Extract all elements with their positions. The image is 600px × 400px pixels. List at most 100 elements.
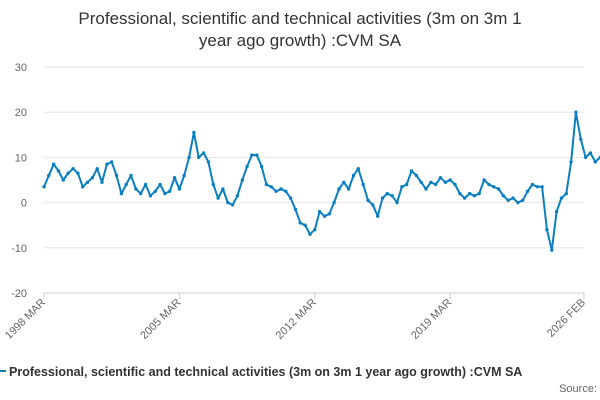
y-tick-label: 0 [21, 198, 27, 210]
y-axis: 30 20 10 0 -10 -20 [11, 62, 27, 300]
data-point [405, 182, 409, 187]
data-point [516, 200, 520, 205]
data-point [81, 185, 85, 189]
data-point [124, 182, 128, 187]
data-point [525, 189, 530, 193]
data-point [221, 187, 225, 191]
data-point [197, 155, 201, 160]
data-point [250, 153, 254, 157]
data-point [163, 191, 167, 196]
data-point [569, 160, 573, 164]
data-point [216, 196, 220, 200]
data-point [453, 182, 457, 187]
data-point [317, 209, 322, 214]
data-point [134, 187, 138, 191]
data-point [400, 185, 404, 189]
data-point [129, 173, 133, 178]
data-point [564, 191, 568, 196]
data-point [593, 160, 597, 164]
y-tick-label: 20 [15, 107, 27, 119]
data-point [148, 194, 153, 198]
data-point [153, 189, 157, 193]
x-tick-label: 2005 MAR [138, 297, 183, 342]
data-point [458, 191, 462, 196]
data-point [235, 194, 240, 198]
data-point [501, 194, 506, 198]
data-point [206, 160, 211, 164]
data-point [269, 185, 273, 189]
data-point [168, 189, 172, 193]
data-point [351, 173, 356, 178]
data-point [298, 221, 302, 225]
data-point [496, 187, 501, 191]
data-point [477, 191, 481, 196]
data-point [356, 167, 360, 171]
data-point [71, 167, 75, 171]
chart-title-line-2: year ago growth) :CVM SA [199, 31, 402, 50]
chart-title-line-1: Professional, scientific and technical a… [78, 9, 521, 28]
data-point [264, 182, 269, 187]
data-point [583, 155, 588, 160]
data-point [487, 182, 491, 187]
data-point [255, 153, 259, 157]
data-point [52, 162, 56, 166]
data-point [429, 180, 433, 184]
data-point [245, 164, 249, 169]
data-point [434, 182, 438, 187]
data-point [438, 176, 443, 180]
data-point [308, 232, 312, 236]
data-point [540, 185, 544, 189]
data-point [61, 178, 65, 182]
data-point [172, 176, 177, 180]
data-point [42, 185, 46, 189]
data-point [361, 182, 365, 187]
data-point [366, 198, 370, 202]
data-point [313, 228, 317, 232]
data-point [347, 187, 351, 191]
data-point [240, 178, 244, 182]
data-point [530, 182, 535, 187]
data-point [424, 187, 428, 191]
data-point [230, 203, 235, 207]
data-point [177, 187, 182, 191]
data-point [467, 191, 472, 196]
legend-label: Professional, scientific and technical a… [9, 365, 522, 379]
data-point [385, 191, 389, 196]
data-point [143, 182, 148, 187]
data-point [259, 164, 264, 169]
data-point [322, 214, 327, 218]
data-point [139, 191, 143, 196]
data-point [559, 196, 564, 200]
y-tick-label: -20 [11, 288, 27, 300]
data-point [284, 189, 288, 193]
data-point [47, 173, 51, 178]
data-point [201, 151, 206, 155]
gridlines [44, 66, 584, 294]
data-point [279, 187, 283, 191]
data-point [395, 200, 399, 205]
data-point [492, 185, 496, 189]
x-tick-label: 2026 FEB [545, 297, 588, 340]
data-point [521, 198, 525, 202]
data-point [574, 110, 578, 114]
y-tick-label: -10 [11, 243, 27, 255]
data-point [327, 212, 331, 216]
data-point [409, 169, 414, 173]
x-tick-label: 1998 MAR [3, 297, 48, 342]
data-point [76, 171, 80, 175]
data-point [463, 196, 467, 200]
source-label: Source: [559, 383, 597, 395]
x-tick-label: 2019 MAR [409, 297, 454, 342]
series-line [43, 111, 600, 252]
data-point [535, 185, 539, 189]
data-point [443, 180, 448, 184]
legend[interactable]: Professional, scientific and technical a… [0, 365, 522, 379]
data-point [337, 187, 341, 191]
data-point [376, 214, 380, 218]
x-tick-label: 2012 MAR [274, 297, 319, 342]
y-tick-label: 30 [15, 62, 27, 74]
data-point [588, 151, 593, 155]
data-point [56, 169, 61, 173]
data-point [119, 191, 124, 196]
data-point [95, 167, 99, 171]
